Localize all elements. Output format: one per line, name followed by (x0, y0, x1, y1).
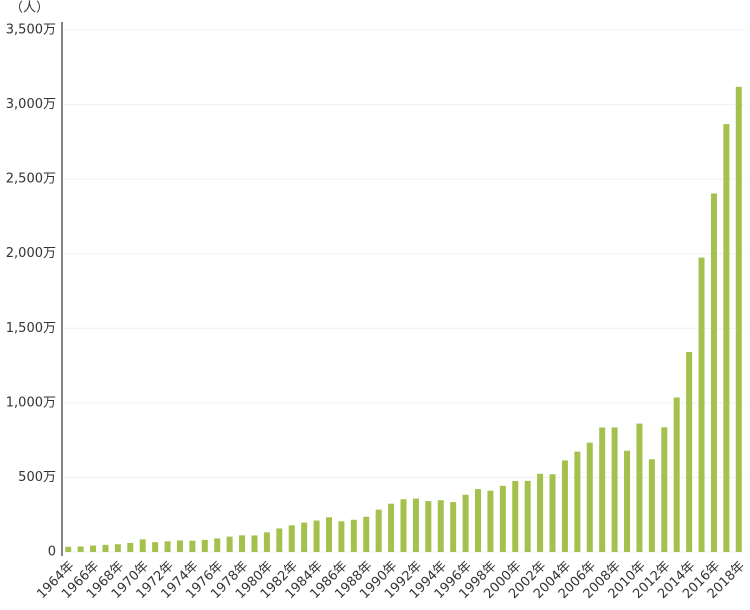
bar (437, 500, 444, 552)
bar (450, 502, 457, 552)
bar (611, 427, 618, 552)
y-tick-label: 1,500万 (6, 321, 56, 336)
bar (388, 503, 395, 552)
bar (226, 536, 233, 552)
bar (139, 539, 146, 552)
bar (350, 519, 357, 552)
bar (524, 480, 531, 552)
y-tick-label: 0 (48, 545, 56, 560)
bar (475, 489, 482, 552)
bar (114, 544, 121, 552)
bar (686, 351, 693, 552)
bar (735, 86, 742, 552)
bar (624, 450, 631, 552)
bar (537, 473, 544, 552)
bar (90, 545, 97, 552)
bar (214, 538, 221, 552)
bar (152, 542, 159, 552)
bar (710, 193, 717, 552)
bar (462, 494, 469, 552)
bar (176, 540, 183, 552)
bar (549, 474, 556, 552)
bar (164, 541, 171, 552)
bar (189, 540, 196, 552)
bar (276, 528, 283, 552)
bar (288, 525, 295, 552)
bar (425, 501, 432, 552)
bar (673, 397, 680, 552)
bar (586, 442, 593, 552)
bar (301, 522, 308, 552)
bar (363, 516, 370, 552)
y-tick-label: 2,500万 (6, 172, 56, 187)
bar (375, 509, 382, 552)
bar (561, 460, 568, 552)
bar (574, 451, 581, 552)
bar (661, 427, 668, 552)
bar (512, 481, 519, 552)
bar (499, 485, 506, 552)
bar (698, 257, 705, 552)
y-tick-label: 3,500万 (6, 23, 56, 38)
bar (636, 423, 643, 552)
bar (201, 539, 208, 552)
bar (400, 499, 407, 552)
bar (648, 459, 655, 552)
bar (239, 535, 246, 552)
bar (251, 535, 258, 552)
bar (599, 427, 606, 552)
bar (102, 544, 109, 552)
y-tick-label: 1,000万 (6, 395, 56, 410)
bar (313, 520, 320, 552)
bar (65, 546, 72, 552)
bar (77, 546, 84, 552)
y-tick-label: 2,000万 (6, 246, 56, 261)
bar (325, 517, 332, 552)
bar (263, 532, 270, 552)
y-tick-label: 3,000万 (6, 97, 56, 112)
bar (127, 542, 134, 552)
y-axis-label: （人） (10, 1, 49, 16)
bar (412, 498, 419, 552)
bar (338, 521, 345, 552)
bar (723, 124, 730, 553)
bar (487, 490, 494, 552)
y-tick-label: 500万 (18, 470, 56, 485)
